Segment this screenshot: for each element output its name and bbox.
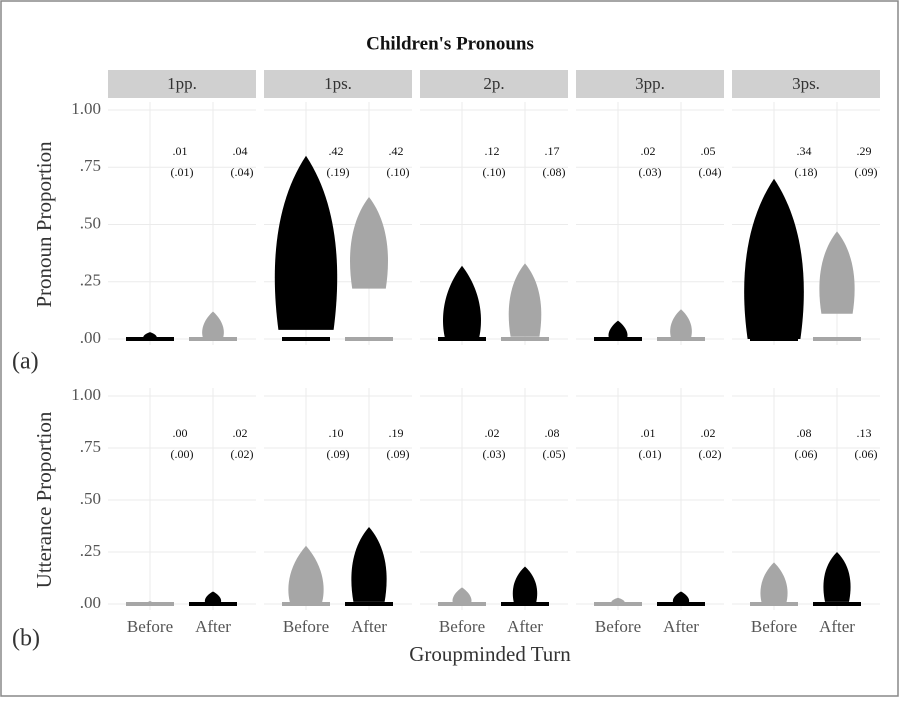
mean-label: .01 xyxy=(173,144,188,158)
swarm xyxy=(760,562,788,604)
sd-label: (.02) xyxy=(231,447,254,461)
swarm xyxy=(744,178,804,339)
chart-title: Children's Pronouns xyxy=(366,33,534,54)
swarm xyxy=(672,591,690,604)
facet-label: 2p. xyxy=(483,74,504,93)
mean-label: .02 xyxy=(701,426,716,440)
sd-label: (.00) xyxy=(171,447,194,461)
x-tick-label: After xyxy=(819,617,855,636)
sd-label: (.03) xyxy=(639,165,662,179)
panel-label: (a) xyxy=(12,349,39,375)
swarm xyxy=(819,231,855,314)
swarm xyxy=(608,320,628,339)
swarm xyxy=(204,591,222,604)
sd-label: (.09) xyxy=(327,447,350,461)
sd-label: (.05) xyxy=(543,447,566,461)
sd-label: (.04) xyxy=(699,165,722,179)
swarm xyxy=(350,197,388,289)
y-tick-label: .00 xyxy=(80,593,101,612)
mean-label: .19 xyxy=(389,426,404,440)
swarm xyxy=(443,265,481,339)
mean-label: .12 xyxy=(485,144,500,158)
swarm xyxy=(202,311,224,339)
x-tick-label: After xyxy=(195,617,231,636)
sd-label: (.18) xyxy=(795,165,818,179)
facet-strip xyxy=(576,70,724,98)
y-tick-label: .25 xyxy=(80,541,101,560)
x-tick-label: Before xyxy=(595,617,641,636)
y-tick-label: .50 xyxy=(80,489,101,508)
x-tick-label: Before xyxy=(751,617,797,636)
sd-label: (.09) xyxy=(855,165,878,179)
swarm xyxy=(670,309,692,339)
swarm xyxy=(452,587,472,604)
mean-label: .02 xyxy=(641,144,656,158)
swarm xyxy=(512,566,538,604)
facet-strip xyxy=(108,70,256,98)
sd-label: (.08) xyxy=(543,165,566,179)
mean-label: .29 xyxy=(857,144,872,158)
sd-label: (.02) xyxy=(699,447,722,461)
mean-label: .08 xyxy=(797,426,812,440)
y-tick-label: .75 xyxy=(80,437,101,456)
facet-label: 3ps. xyxy=(792,74,820,93)
facet-label: 1pp. xyxy=(167,74,197,93)
sd-label: (.01) xyxy=(171,165,194,179)
facet-strip xyxy=(264,70,412,98)
mean-label: .13 xyxy=(857,426,872,440)
sd-label: (.01) xyxy=(639,447,662,461)
sd-label: (.09) xyxy=(387,447,410,461)
swarm xyxy=(351,527,387,602)
y-tick-label: 1.00 xyxy=(71,99,101,118)
facet-label: 1ps. xyxy=(324,74,352,93)
facet-strip xyxy=(420,70,568,98)
y-tick-label: 1.00 xyxy=(71,385,101,404)
mean-label: .05 xyxy=(701,144,716,158)
x-axis-label: Groupminded Turn xyxy=(409,642,571,666)
swarm xyxy=(274,155,338,330)
x-tick-label: Before xyxy=(127,617,173,636)
x-tick-label: After xyxy=(507,617,543,636)
sd-label: (.19) xyxy=(327,165,350,179)
sd-label: (.10) xyxy=(483,165,506,179)
y-tick-label: .25 xyxy=(80,271,101,290)
y-axis-label: Utterance Proportion xyxy=(32,411,56,588)
sd-label: (.03) xyxy=(483,447,506,461)
y-tick-label: .50 xyxy=(80,213,101,232)
mean-label: .02 xyxy=(233,426,248,440)
mean-label: .08 xyxy=(545,426,560,440)
mean-label: .17 xyxy=(545,144,560,158)
x-tick-label: Before xyxy=(283,617,329,636)
y-tick-label: .00 xyxy=(80,328,101,347)
mean-label: .10 xyxy=(329,426,344,440)
facet-strip xyxy=(732,70,880,98)
x-tick-label: After xyxy=(663,617,699,636)
facet-label: 3pp. xyxy=(635,74,665,93)
y-axis-label: Pronoun Proportion xyxy=(32,141,56,308)
mean-label: .34 xyxy=(797,144,812,158)
x-tick-label: Before xyxy=(439,617,485,636)
swarm xyxy=(288,545,324,604)
mean-label: .42 xyxy=(329,144,344,158)
mean-label: .04 xyxy=(233,144,248,158)
sd-label: (.04) xyxy=(231,165,254,179)
mean-label: .00 xyxy=(173,426,188,440)
y-tick-label: .75 xyxy=(80,156,101,175)
sd-label: (.06) xyxy=(795,447,818,461)
panel-label: (b) xyxy=(12,626,40,652)
mean-label: .42 xyxy=(389,144,404,158)
x-tick-label: After xyxy=(351,617,387,636)
swarm xyxy=(823,552,851,602)
sd-label: (.10) xyxy=(387,165,410,179)
swarm xyxy=(508,263,542,337)
mean-label: .01 xyxy=(641,426,656,440)
mean-label: .02 xyxy=(485,426,500,440)
sd-label: (.06) xyxy=(855,447,878,461)
